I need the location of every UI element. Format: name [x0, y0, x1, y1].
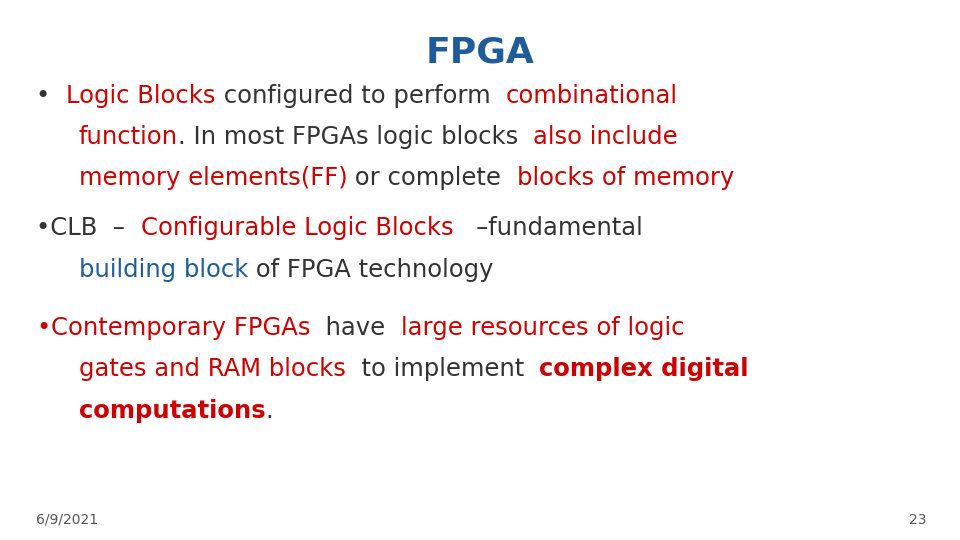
Text: Logic Blocks: Logic Blocks — [66, 84, 216, 107]
Text: Contemporary FPGAs: Contemporary FPGAs — [51, 316, 310, 340]
Text: blocks of memory: blocks of memory — [516, 166, 734, 190]
Text: building block: building block — [79, 258, 248, 281]
Text: FPGA: FPGA — [425, 35, 535, 69]
Text: . In most FPGAs logic blocks: . In most FPGAs logic blocks — [178, 125, 534, 149]
Text: large resources of logic: large resources of logic — [401, 316, 684, 340]
Text: 23: 23 — [909, 512, 926, 526]
Text: .: . — [265, 399, 273, 423]
Text: Configurable Logic Blocks: Configurable Logic Blocks — [141, 216, 453, 240]
Text: also include: also include — [534, 125, 678, 149]
Text: or complete: or complete — [348, 166, 516, 190]
Text: of FPGA technology: of FPGA technology — [248, 258, 493, 281]
Text: –fundamental: –fundamental — [453, 216, 643, 240]
Text: combinational: combinational — [506, 84, 678, 107]
Text: configured to perform: configured to perform — [216, 84, 506, 107]
Text: •CLB  –: •CLB – — [36, 216, 141, 240]
Text: complex digital: complex digital — [540, 357, 749, 381]
Text: gates and RAM blocks: gates and RAM blocks — [79, 357, 346, 381]
Text: function: function — [79, 125, 178, 149]
Text: to implement: to implement — [346, 357, 540, 381]
Text: 6/9/2021: 6/9/2021 — [36, 512, 99, 526]
Text: computations: computations — [79, 399, 265, 423]
Text: •: • — [36, 316, 51, 340]
Text: have: have — [310, 316, 401, 340]
Text: memory elements(FF): memory elements(FF) — [79, 166, 348, 190]
Text: •: • — [36, 84, 66, 107]
